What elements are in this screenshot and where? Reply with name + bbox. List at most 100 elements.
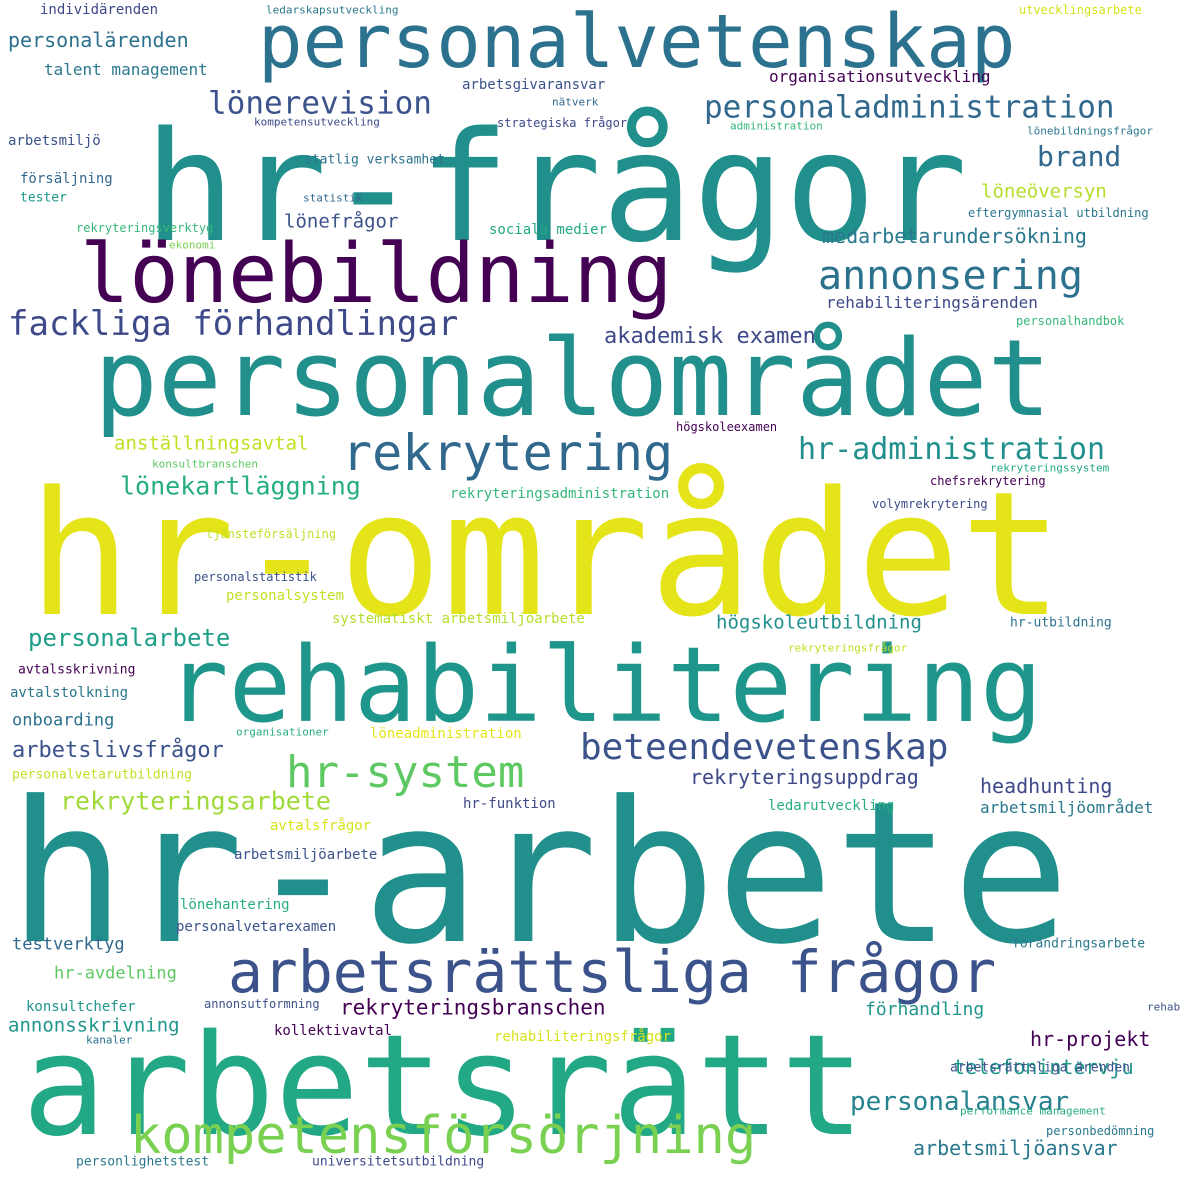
word: medarbetarundersökning [822,224,1087,248]
word: annonsskrivning [8,1014,180,1037]
word: annonsering [818,253,1083,299]
word: akademisk examen [604,324,816,349]
word: performance management [960,1104,1106,1118]
word: högskoleutbildning [716,611,922,634]
word: arbetsmiljö [8,133,101,149]
word: hr-utbildning [1010,615,1112,631]
word: personalområdet [94,317,1052,440]
word: hr-området [28,454,1064,655]
word: sociala medier [489,222,608,238]
word: personalärenden [8,28,189,52]
word: rekryteringsuppdrag [690,765,919,789]
word: eftergymnasial utbildning [968,206,1149,220]
word: kanaler [86,1033,133,1047]
word: arbetsmiljöarbete [234,847,378,863]
word: lönerevision [208,85,432,122]
word: telefonintervju [953,1055,1134,1079]
word: personbedömning [1046,1124,1155,1138]
word: personalarbete [28,624,231,652]
word: kollektivavtal [274,1023,393,1039]
word: arbetslivsfrågor [12,738,224,763]
word: kompetensförsörjning [130,1106,757,1166]
word: utvecklingsarbete [1019,3,1142,17]
word: personalsystem [226,588,345,604]
word: headhunting [980,774,1113,798]
word: testverktyg [12,934,125,955]
word: rehab [1147,1000,1181,1014]
word: hr-avdelning [54,963,177,984]
word: hr-frågor [144,99,968,276]
word: ledarutveckling [768,798,895,814]
word: hr-projekt [1030,1027,1151,1051]
word: ledarskapsutveckling [266,3,399,17]
word: arbetsgivaransvar [462,77,606,93]
word: fackliga förhandlingar [8,304,459,344]
word: beteendevetenskap [580,727,949,768]
word: personaladministration [704,89,1115,126]
word: personalhandbok [1016,314,1125,328]
word: arbetsmiljöområdet [980,798,1154,817]
word: organisationer [236,725,329,739]
word: chefsrekrytering [930,474,1046,488]
word: personalvetenskap [258,0,1016,85]
word: ekonomi [169,238,216,252]
word: strategiska frågor [497,116,628,130]
word: statistik [303,191,363,205]
word: personalvetarexamen [176,919,337,935]
word: förhandling [865,999,985,1020]
word: hr-administration [798,432,1106,467]
word: avtalsskrivning [18,662,136,678]
word: onboarding [12,710,115,731]
word: rehabilitering [166,624,1043,746]
word: lönebildningsfrågor [1027,124,1153,138]
word: löneöversyn [981,180,1107,203]
word: nätverk [552,95,599,109]
word: arbetsrätt [22,1005,865,1168]
word: arbetsmiljöansvar [913,1136,1118,1160]
word: rekryteringssystem [990,461,1110,475]
word: konsultbranschen [152,457,258,471]
word: avtalsfrågor [270,818,372,834]
word: personlighetstest [76,1154,210,1170]
word: högskoleexamen [676,420,778,434]
word: rekryteringsbranschen [340,995,606,1020]
word: administration [730,119,823,133]
word: systematiskt arbetsmiljöarbete [332,611,585,627]
word: statlig verksamhet [304,152,445,168]
word: lönebildning [80,227,673,322]
word: rekrytering [342,424,674,482]
word: lönehantering [180,897,290,913]
word: tjänsteförsäljning [206,527,337,541]
word: rekryteringsverktyg [76,221,214,235]
word: volymrekrytering [872,497,988,511]
word: rehabiliteringsärenden [826,293,1038,312]
word: anställningsavtal [114,432,309,455]
word: rehabiliteringsfrågor [494,1029,672,1045]
word: rekryteringsarbete [60,786,331,816]
word: försäljning [20,171,113,187]
word: annonsutformning [204,997,320,1011]
word: arbetsrättsliga frågor [228,938,997,1006]
word: personalstatistik [194,570,317,584]
word: talent management [44,60,208,79]
word: rekryteringsfrågor [788,641,908,655]
word: rekryteringsadministration [450,486,670,502]
word: hr-system [286,747,525,798]
word: individärenden [40,2,159,18]
word: konsultchefer [26,999,136,1015]
word: universitetsutbildning [312,1154,485,1170]
word: avtalstolkning [10,685,129,701]
word: kompetensutveckling [254,115,380,129]
word: lönefrågor [284,210,399,233]
word: löneadministration [370,726,522,742]
word: arbetsrättsliga ärenden [950,1060,1131,1076]
word: personalansvar [850,1087,1070,1117]
word: hr-funktion [463,796,556,812]
word: förändringsarbete [1012,936,1146,952]
word: brand [1037,140,1122,173]
word: hr-arbete [8,760,1071,988]
word: personalvetarutbildning [12,767,193,783]
word: organisationsutveckling [769,67,991,86]
word: tester [20,190,67,206]
